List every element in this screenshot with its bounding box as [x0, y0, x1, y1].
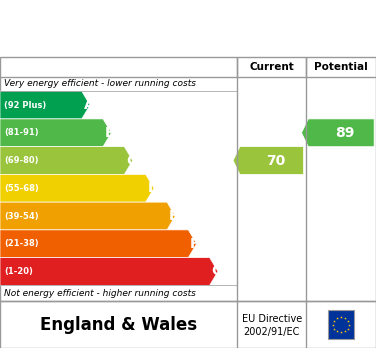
Text: (55-68): (55-68): [4, 184, 38, 193]
Text: 2002/91/EC: 2002/91/EC: [244, 327, 300, 338]
Text: EU Directive: EU Directive: [241, 314, 302, 324]
Text: Potential: Potential: [314, 62, 368, 72]
Text: (21-38): (21-38): [4, 239, 38, 248]
Polygon shape: [0, 91, 90, 119]
Text: G: G: [212, 264, 223, 278]
Bar: [328, 310, 354, 339]
Polygon shape: [233, 147, 303, 174]
Text: (92 Plus): (92 Plus): [4, 101, 46, 110]
Text: E: E: [169, 209, 178, 223]
Polygon shape: [0, 147, 133, 174]
Text: (39-54): (39-54): [4, 212, 38, 221]
Text: (69-80): (69-80): [4, 156, 38, 165]
Text: F: F: [190, 237, 200, 251]
Text: Current: Current: [249, 62, 294, 72]
Text: (1-20): (1-20): [4, 267, 33, 276]
Text: B: B: [105, 126, 115, 140]
Text: Not energy efficient - higher running costs: Not energy efficient - higher running co…: [4, 289, 196, 298]
Polygon shape: [302, 119, 374, 147]
Text: Very energy efficient - lower running costs: Very energy efficient - lower running co…: [4, 79, 196, 88]
Polygon shape: [0, 174, 154, 202]
Text: 89: 89: [335, 126, 355, 140]
Polygon shape: [0, 119, 111, 147]
Text: D: D: [147, 181, 159, 195]
Text: Energy Efficiency Rating: Energy Efficiency Rating: [11, 20, 259, 38]
Polygon shape: [0, 258, 218, 285]
Text: C: C: [126, 153, 136, 167]
Text: 70: 70: [266, 153, 285, 167]
Polygon shape: [0, 230, 197, 258]
Polygon shape: [0, 202, 175, 230]
Text: (81-91): (81-91): [4, 128, 38, 137]
Text: A: A: [83, 98, 94, 112]
Text: England & Wales: England & Wales: [40, 316, 197, 333]
